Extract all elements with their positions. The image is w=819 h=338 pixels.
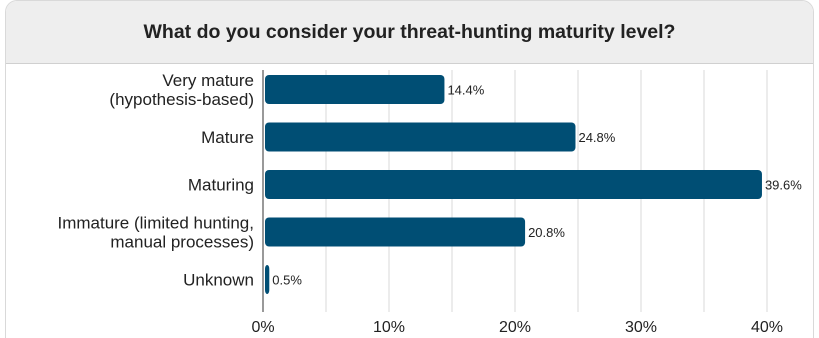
x-tick-label: 10% (373, 319, 405, 336)
x-tick-label: 0% (251, 319, 274, 336)
category-label: Very mature (162, 71, 254, 90)
category-label: Mature (201, 128, 254, 147)
bar (265, 75, 445, 104)
chart-header: What do you consider your threat-hunting… (6, 1, 813, 64)
x-tick-label: 40% (751, 319, 783, 336)
bar-value-label: 39.6% (765, 178, 802, 193)
category-label: (hypothesis-based) (109, 90, 254, 109)
category-label: Immature (limited hunting, (57, 214, 254, 233)
bar-value-label: 20.8% (528, 225, 565, 240)
bar (265, 217, 526, 247)
category-label: Unknown (183, 271, 254, 290)
chart-card: What do you consider your threat-hunting… (5, 0, 814, 338)
x-tick-label: 20% (499, 319, 531, 336)
chart-title: What do you consider your threat-hunting… (143, 20, 676, 43)
bar-value-label: 14.4% (447, 83, 484, 98)
x-tick-label: 30% (625, 319, 657, 336)
bar-value-label: 24.8% (578, 130, 615, 145)
bar (265, 265, 270, 294)
bar (265, 170, 762, 199)
bar-value-label: 0.5% (272, 273, 302, 288)
bar (265, 122, 576, 152)
category-label: manual processes) (110, 233, 254, 252)
category-label: Maturing (188, 176, 254, 195)
